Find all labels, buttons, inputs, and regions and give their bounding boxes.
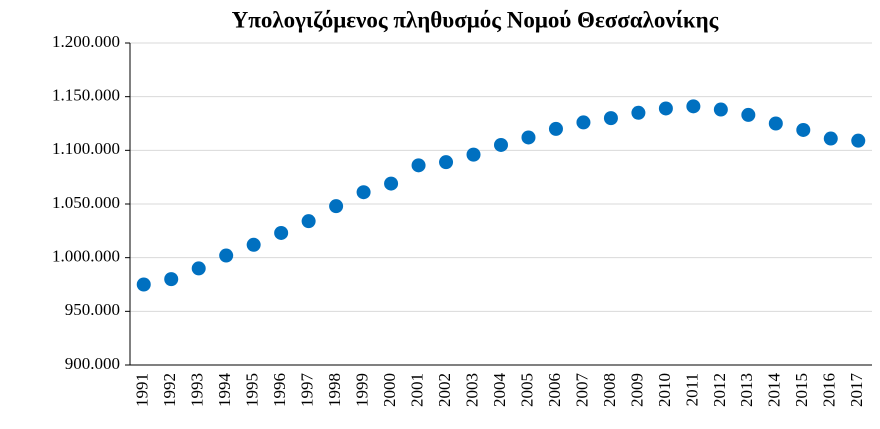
chart-title: Υπολογιζόμενος πληθυσμός Νομού Θεσσαλονί… [232, 7, 719, 32]
dot [521, 130, 536, 145]
x-tick-label: 2016 [820, 373, 839, 407]
dot [603, 111, 618, 126]
dot [136, 277, 151, 292]
x-tick-label: 2000 [380, 373, 399, 407]
dot [301, 214, 316, 229]
dot [411, 158, 426, 173]
dot [219, 248, 234, 263]
dot [494, 137, 508, 152]
y-tick-label: 1.150.000 [52, 86, 120, 105]
dot [576, 115, 591, 130]
dot [713, 102, 728, 117]
x-tick-label: 1996 [270, 373, 289, 407]
x-tick-label: 2003 [462, 373, 481, 407]
x-tick-label: 2002 [435, 373, 454, 407]
dot [548, 121, 563, 136]
dot [246, 237, 261, 252]
x-tick-label: 2015 [792, 373, 811, 407]
x-tick-label: 2017 [847, 373, 866, 408]
y-tick-label: 1.100.000 [52, 139, 120, 158]
dot [741, 107, 756, 122]
x-tick-label: 2005 [517, 373, 536, 407]
x-tick-label: 1999 [352, 373, 371, 407]
x-tick-label: 2014 [765, 373, 784, 408]
dot [823, 131, 838, 146]
x-tick-label: 2001 [407, 373, 426, 407]
y-tick-label: 1.200.000 [52, 32, 120, 51]
dot [356, 185, 371, 200]
x-tick-label: 2012 [710, 373, 729, 407]
x-tick-label: 1995 [243, 373, 262, 407]
x-tick-label: 1993 [188, 373, 207, 407]
dot [796, 122, 811, 137]
dot [439, 155, 454, 170]
y-tick-label: 1.050.000 [52, 193, 120, 212]
dot [191, 261, 206, 276]
dot [466, 147, 481, 162]
x-tick-label: 1992 [160, 373, 179, 407]
y-tick-label: 1.000.000 [52, 247, 120, 266]
dot [384, 176, 399, 191]
x-tick-label: 2009 [627, 373, 646, 407]
x-tick-label: 1997 [298, 373, 317, 408]
y-tick-label: 900.000 [65, 354, 120, 373]
x-tick-label: 2010 [655, 373, 674, 407]
y-tick-label: 950.000 [65, 300, 120, 319]
dot [329, 199, 344, 214]
dot [274, 225, 289, 240]
x-tick-label: 1991 [133, 373, 152, 407]
x-tick-label: 2008 [600, 373, 619, 407]
dot [164, 272, 179, 287]
x-tick-label: 1998 [325, 373, 344, 407]
x-tick-label: 2004 [490, 373, 509, 408]
x-tick-label: 2013 [737, 373, 756, 407]
x-tick-label: 2006 [545, 373, 564, 407]
x-tick-label: 2011 [682, 373, 701, 406]
dot [658, 101, 673, 116]
dot [686, 99, 701, 114]
dot [631, 105, 646, 120]
dot [768, 116, 783, 131]
dot [851, 133, 866, 148]
x-tick-label: 1994 [215, 373, 234, 408]
x-tick-label: 2007 [572, 373, 591, 408]
